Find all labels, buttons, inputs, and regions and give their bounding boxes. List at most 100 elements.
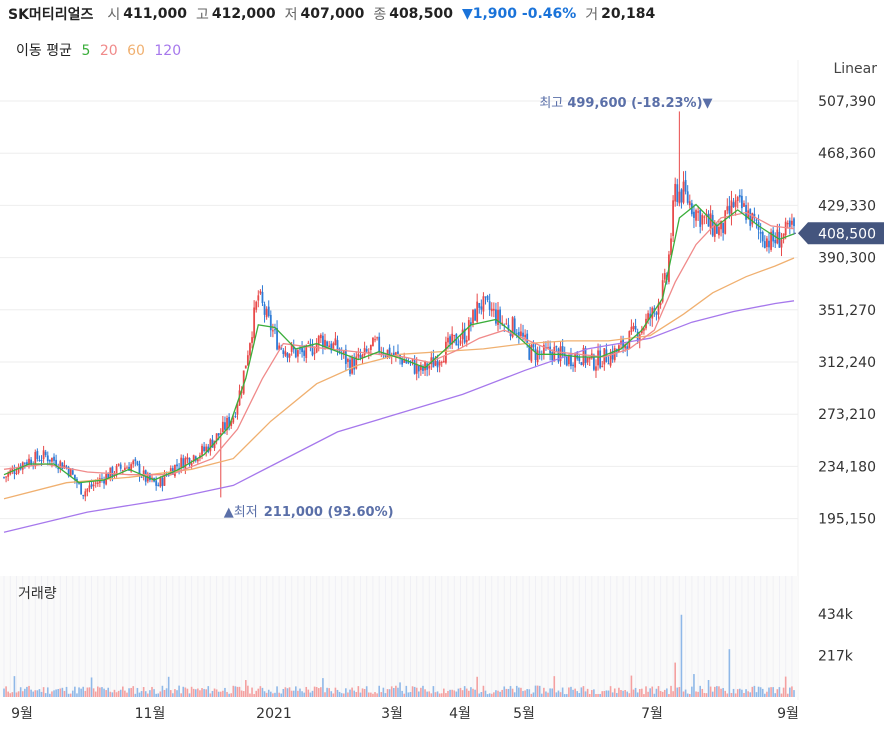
volume-bar [184,687,187,697]
volume-bar [299,688,301,697]
candle-body [249,343,251,356]
ma-120-label[interactable]: 120 [154,43,182,59]
volume-bar [663,689,666,697]
volume-bar [586,688,589,697]
candle-body [55,459,58,467]
ma-5-label[interactable]: 5 [81,43,91,59]
volume-bar [716,686,718,697]
volume-bar [282,688,285,697]
candle-body [380,352,383,354]
candle-body [232,417,235,423]
candle-body [530,344,533,362]
volume-bar [307,689,310,697]
candle-body [157,484,160,487]
volume-bar [59,688,62,697]
volume-panel [0,576,798,697]
volume-bar [565,694,568,697]
max-value: 499,600 (-18.23%)▼ [567,96,712,111]
volume-bar [355,691,358,697]
volume-bar [336,689,339,697]
volume-bar [255,690,258,697]
volume-bar [713,686,716,697]
candle-body [5,476,7,478]
candle-body [36,450,39,459]
candle-body [117,463,120,466]
volume-bar [309,692,312,697]
candle-body [534,348,537,361]
volume-bar [793,690,795,697]
moving-average-legend[interactable]: 이동 평균 5 20 60 120 [16,40,186,60]
volume-bar [611,692,614,697]
candle-body [567,355,570,365]
candle-body [274,329,276,331]
candle-body [730,200,733,216]
candle-body [163,473,166,486]
candle-body [290,345,293,352]
candle-body [684,179,687,192]
volume-bar [76,693,78,697]
volume-bar [651,686,654,697]
candle-body [167,475,170,477]
volume-bar [140,691,143,697]
volume-bar [378,685,380,697]
volume-bar [317,688,320,697]
volume-bar [361,688,364,697]
volume-bar [551,688,554,697]
volume-bar [559,692,562,697]
volume-bar [540,693,543,697]
volume-bar [78,687,80,697]
volume-bar [572,689,574,697]
volume-bar [726,693,729,697]
volume-bar [447,690,449,697]
volume-bar [409,692,412,697]
volume-bar [422,685,424,697]
volume-bar [705,693,708,697]
volume-bar [349,689,351,697]
volume-tick-label: 434k [818,607,854,623]
ma-20-label[interactable]: 20 [99,43,118,59]
y-tick-label: 351,270 [818,303,876,319]
ma-60-label[interactable]: 60 [127,43,145,59]
candle-body [286,352,289,358]
volume-bar [739,688,741,697]
scale-mode-toggle[interactable]: Linear [833,61,877,77]
close-value: 408,500 [389,6,453,22]
candle-body [532,344,535,348]
volume-bar [545,691,547,697]
volume-bar [324,692,326,697]
volume-bar [94,691,97,697]
volume-bar [697,691,699,697]
candle-body [680,189,683,203]
volume-bar [547,692,549,697]
volume-bar [138,692,141,697]
y-tick-label: 273,210 [818,407,876,423]
volume-bar [603,691,606,697]
candle-body [94,482,97,484]
volume-bar [576,691,579,697]
volume-bar [470,687,472,697]
candle-body [374,339,376,341]
x-tick-label: 2021 [256,706,292,722]
volume-bar [384,693,387,697]
volume-bar [90,677,93,697]
volume-bar [69,693,72,697]
candle-body [297,350,299,357]
candle-body [774,239,777,244]
candle-body [793,218,795,227]
candle-body [643,328,645,331]
candle-body [107,473,110,480]
candle-body [701,215,704,225]
volume-bar [259,686,262,697]
candle-body [178,467,180,469]
candle-body [59,461,62,468]
candle-body [269,314,272,331]
candle-body [449,336,451,345]
candle-body [472,309,474,324]
candle-body [574,354,577,368]
ma-5-line [3,203,795,484]
volume-bar [172,693,174,697]
volume-bar [36,690,39,697]
volume-bar [766,691,768,697]
candle-body [267,306,270,316]
